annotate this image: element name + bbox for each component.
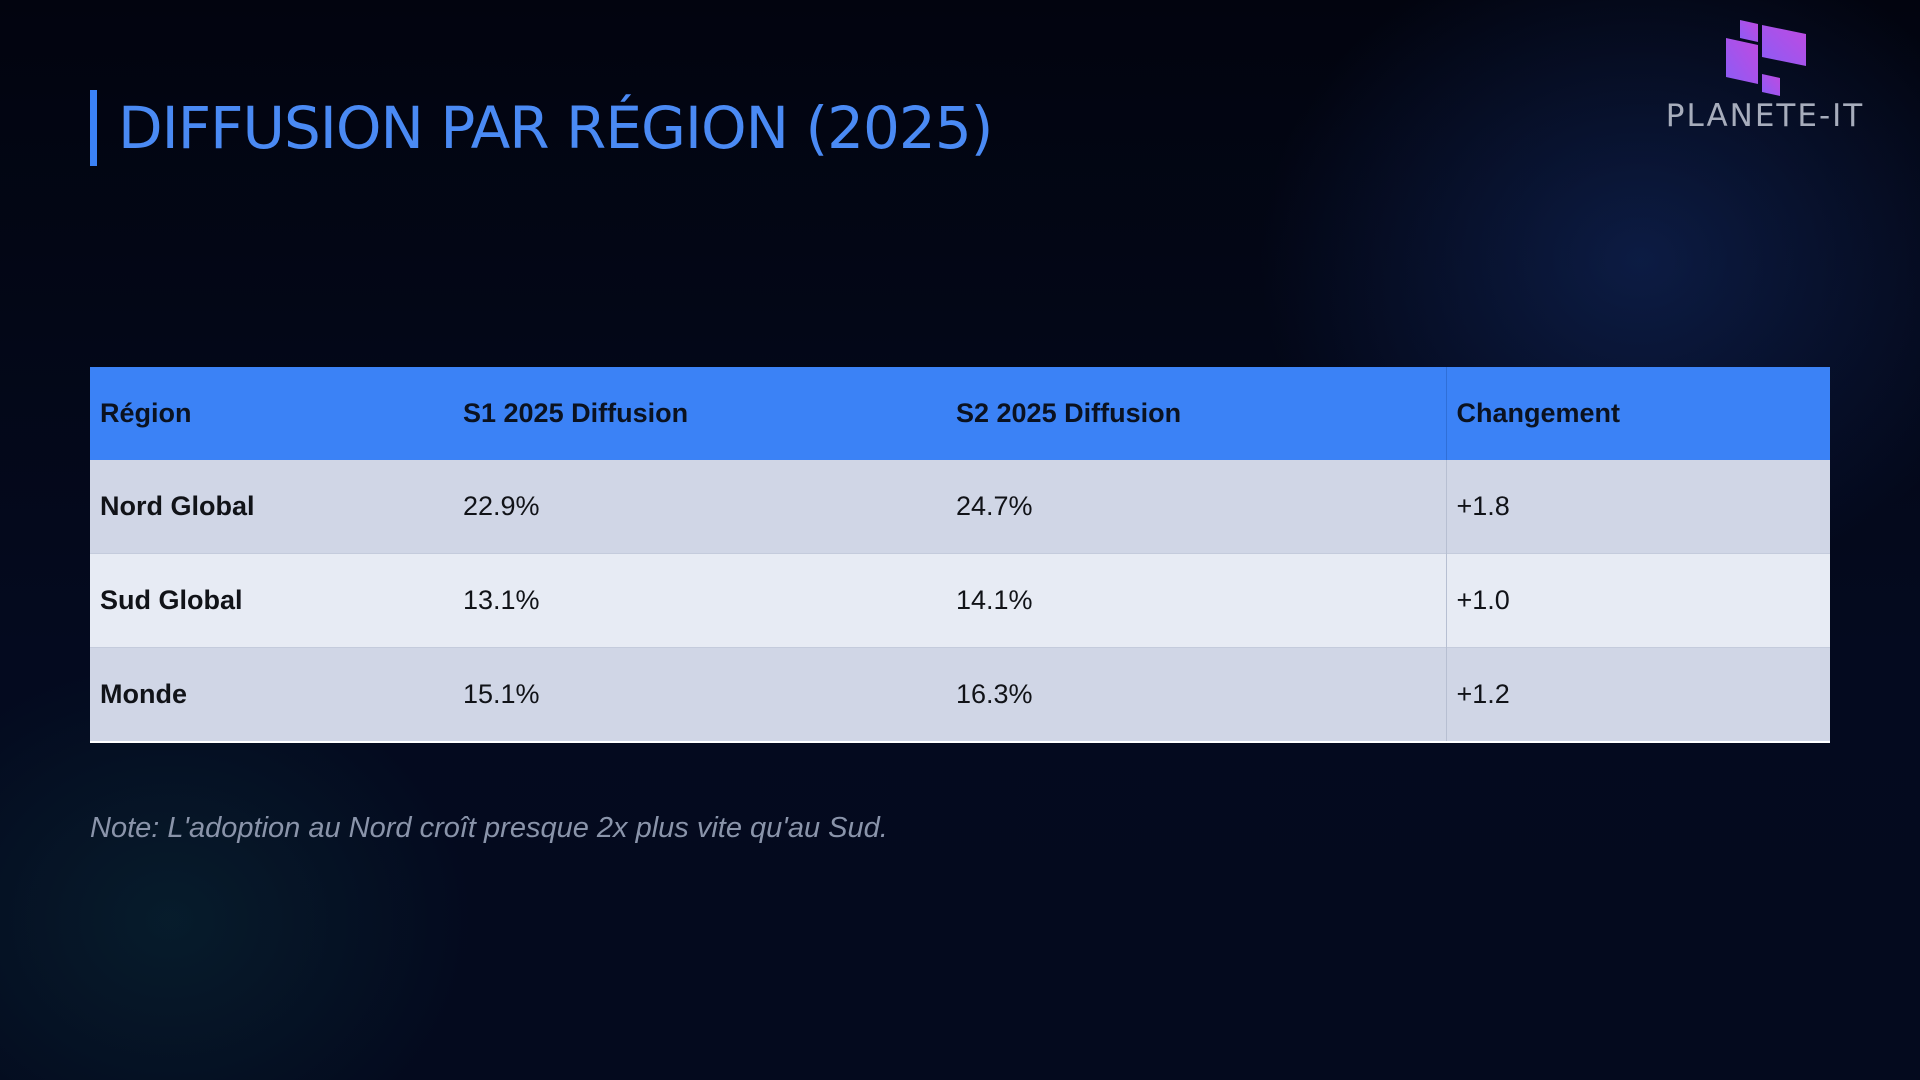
header-s1-diffusion: S1 2025 Diffusion <box>453 367 946 460</box>
header-s2-diffusion: S2 2025 Diffusion <box>946 367 1446 460</box>
purple-blocks-icon <box>1726 20 1806 96</box>
cell-region: Monde <box>90 647 453 741</box>
table-header-row: Région S1 2025 Diffusion S2 2025 Diffusi… <box>90 367 1830 460</box>
cell-s2: 16.3% <box>946 647 1446 741</box>
header-change: Changement <box>1445 367 1830 460</box>
cell-s2: 24.7% <box>946 460 1446 554</box>
footnote: Note: L'adoption au Nord croît presque 2… <box>90 812 888 844</box>
table-row: Nord Global 22.9% 24.7% +1.8 <box>90 460 1830 554</box>
header-region: Région <box>90 367 453 460</box>
cell-change: +1.0 <box>1445 553 1830 648</box>
cell-region: Nord Global <box>90 460 453 554</box>
planete-it-logo: PLANETE-IT <box>1640 18 1890 138</box>
cell-s1: 15.1% <box>453 647 946 741</box>
cell-s1: 22.9% <box>453 460 946 554</box>
slide-title: DIFFUSION PAR RÉGION (2025) <box>118 94 993 162</box>
title-accent-bar <box>90 90 97 166</box>
cell-change: +1.8 <box>1445 460 1830 554</box>
logo-text: PLANETE-IT <box>1665 98 1865 134</box>
cell-s1: 13.1% <box>453 553 946 648</box>
region-diffusion-table: Région S1 2025 Diffusion S2 2025 Diffusi… <box>90 367 1830 741</box>
table-row: Monde 15.1% 16.3% +1.2 <box>90 647 1830 741</box>
cell-s2: 14.1% <box>946 553 1446 648</box>
cell-region: Sud Global <box>90 553 453 648</box>
cell-change: +1.2 <box>1445 647 1830 741</box>
table-row: Sud Global 13.1% 14.1% +1.0 <box>90 553 1830 648</box>
